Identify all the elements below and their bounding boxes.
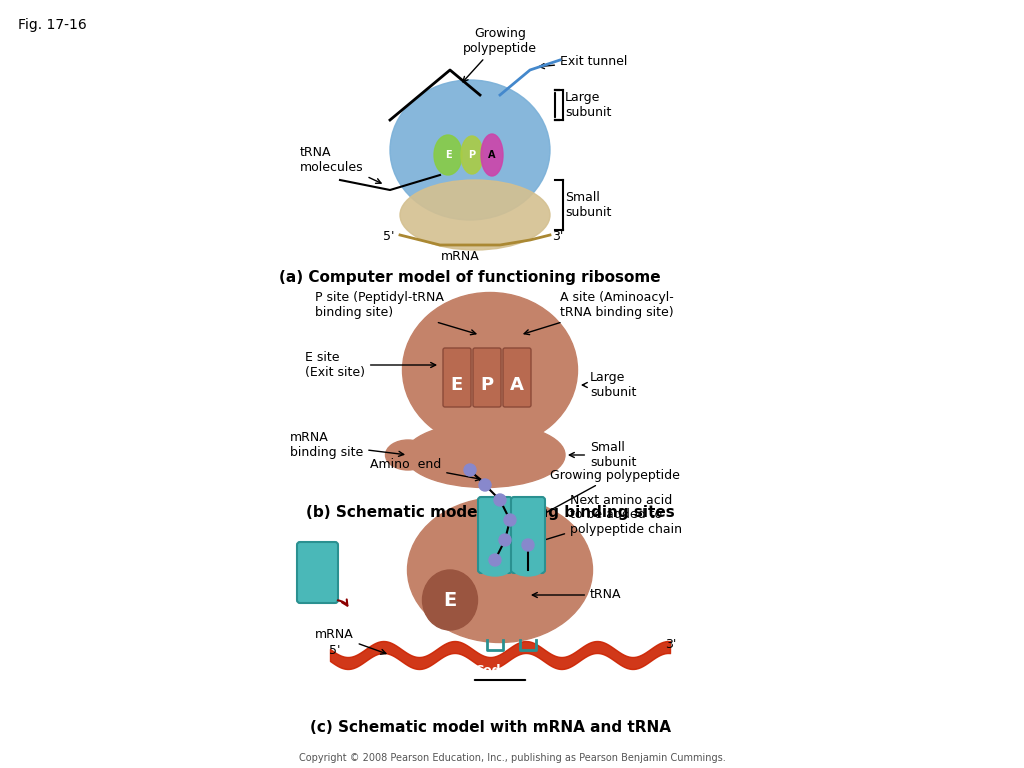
Circle shape [522, 539, 534, 551]
Ellipse shape [514, 564, 542, 576]
Text: tRNA
molecules: tRNA molecules [300, 146, 381, 184]
FancyBboxPatch shape [297, 542, 338, 603]
Text: P site (Peptidyl-tRNA
binding site): P site (Peptidyl-tRNA binding site) [315, 291, 476, 335]
Text: Fig. 17-16: Fig. 17-16 [18, 18, 87, 32]
Text: mRNA: mRNA [440, 250, 479, 263]
Text: E: E [451, 376, 463, 394]
Text: 5': 5' [384, 230, 395, 243]
Ellipse shape [423, 570, 477, 630]
Text: 3': 3' [665, 638, 677, 651]
Text: A: A [488, 150, 496, 160]
Text: (b) Schematic model showing binding sites: (b) Schematic model showing binding site… [305, 505, 675, 520]
FancyBboxPatch shape [443, 348, 471, 407]
Ellipse shape [385, 440, 430, 470]
Text: (c) Schematic model with mRNA and tRNA: (c) Schematic model with mRNA and tRNA [309, 720, 671, 735]
Text: (a) Computer model of functioning ribosome: (a) Computer model of functioning riboso… [280, 270, 660, 285]
Circle shape [489, 554, 501, 566]
Ellipse shape [461, 136, 483, 174]
Circle shape [499, 534, 511, 546]
Text: A site (Aminoacyl-
tRNA binding site): A site (Aminoacyl- tRNA binding site) [524, 291, 674, 335]
Text: Exit tunnel: Exit tunnel [540, 55, 628, 68]
Circle shape [494, 494, 506, 506]
Circle shape [504, 514, 516, 526]
FancyBboxPatch shape [511, 497, 545, 573]
Text: E: E [444, 150, 452, 160]
Text: Large
subunit: Large subunit [565, 91, 611, 119]
Ellipse shape [434, 135, 462, 175]
Text: Large
subunit: Large subunit [583, 371, 636, 399]
Ellipse shape [400, 180, 550, 250]
Ellipse shape [481, 134, 503, 176]
Ellipse shape [406, 422, 565, 488]
Ellipse shape [481, 564, 509, 576]
FancyBboxPatch shape [473, 348, 501, 407]
Text: 5': 5' [329, 644, 340, 657]
Circle shape [464, 464, 476, 476]
Text: E: E [443, 591, 457, 610]
Text: mRNA: mRNA [315, 628, 386, 654]
Text: Small
subunit: Small subunit [565, 191, 611, 219]
Text: Growing polypeptide: Growing polypeptide [509, 468, 680, 533]
Text: Growing
polypeptide: Growing polypeptide [463, 27, 537, 82]
Text: Amino  end: Amino end [370, 458, 480, 481]
Circle shape [479, 479, 490, 491]
Text: 3': 3' [552, 230, 563, 243]
Ellipse shape [390, 80, 550, 220]
Text: tRNA: tRNA [532, 588, 622, 601]
Text: A: A [510, 376, 524, 394]
Ellipse shape [408, 498, 593, 643]
Text: Small
subunit: Small subunit [569, 441, 636, 469]
Text: mRNA
binding site: mRNA binding site [290, 431, 403, 459]
Ellipse shape [402, 293, 578, 448]
Text: Copyright © 2008 Pearson Education, Inc., publishing as Pearson Benjamin Cumming: Copyright © 2008 Pearson Education, Inc.… [299, 753, 725, 763]
Text: P: P [480, 376, 494, 394]
FancyBboxPatch shape [503, 348, 531, 407]
Text: E site
(Exit site): E site (Exit site) [305, 351, 435, 379]
Text: P: P [468, 150, 475, 160]
Text: Codons: Codons [474, 664, 525, 677]
FancyBboxPatch shape [478, 497, 512, 573]
Text: Next amino acid
to be added to
polypeptide chain: Next amino acid to be added to polypepti… [532, 494, 682, 545]
